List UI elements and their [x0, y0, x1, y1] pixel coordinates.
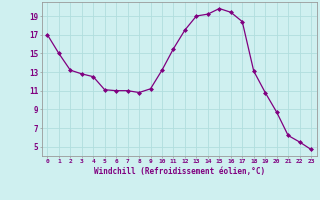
X-axis label: Windchill (Refroidissement éolien,°C): Windchill (Refroidissement éolien,°C)	[94, 167, 265, 176]
